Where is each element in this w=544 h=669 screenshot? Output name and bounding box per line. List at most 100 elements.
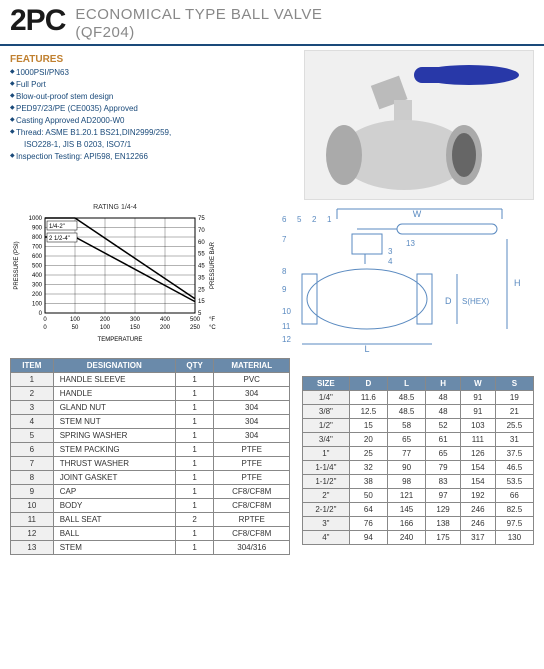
- svg-text:700: 700: [32, 245, 43, 251]
- svg-text:0: 0: [43, 317, 47, 323]
- table-row: 2HANDLE1304: [11, 387, 290, 401]
- bom-cell: 304: [214, 401, 290, 415]
- bom-table: ITEMDESIGNATIONQTYMATERIAL1HANDLE SLEEVE…: [10, 358, 290, 555]
- table-row: 2-1/2"6414512924682.5: [303, 503, 534, 517]
- chart-svg: 0100200300400500050100150200250010020030…: [10, 213, 220, 343]
- bom-cell: 1: [175, 499, 214, 513]
- size-header: L: [387, 377, 425, 391]
- bom-cell: PTFE: [214, 443, 290, 457]
- svg-text:200: 200: [160, 325, 171, 331]
- product-photo: [304, 50, 534, 200]
- table-row: 1/2"15585210325.5: [303, 419, 534, 433]
- rating-chart: RATING 1/4-4 010020030040050005010015020…: [10, 204, 220, 354]
- bom-header: DESIGNATION: [53, 359, 175, 373]
- svg-text:2 1/2-4": 2 1/2-4": [49, 236, 70, 242]
- chart-title: RATING 1/4-4: [10, 204, 220, 211]
- svg-text:50: 50: [72, 325, 79, 331]
- size-cell: 98: [387, 475, 425, 489]
- svg-text:15: 15: [198, 299, 205, 305]
- size-cell: 246: [460, 503, 495, 517]
- bom-header: ITEM: [11, 359, 54, 373]
- svg-text:2: 2: [312, 215, 317, 224]
- svg-text:0: 0: [43, 325, 47, 331]
- bom-cell: PTFE: [214, 471, 290, 485]
- table-row: 1"25776512637.5: [303, 447, 534, 461]
- bom-cell: STEM PACKING: [53, 443, 175, 457]
- size-cell: 64: [349, 503, 387, 517]
- table-row: 1HANDLE SLEEVE1PVC: [11, 373, 290, 387]
- size-cell: 154: [460, 475, 495, 489]
- svg-text:300: 300: [32, 283, 43, 289]
- bom-cell: 8: [11, 471, 54, 485]
- size-cell: 130: [495, 531, 533, 545]
- size-cell: 12.5: [349, 405, 387, 419]
- svg-text:100: 100: [100, 325, 111, 331]
- bom-cell: 1: [175, 457, 214, 471]
- bom-cell: 304: [214, 415, 290, 429]
- bom-cell: 1: [175, 373, 214, 387]
- bom-header: MATERIAL: [214, 359, 290, 373]
- svg-text:45: 45: [198, 264, 205, 270]
- svg-text:°F: °F: [209, 317, 215, 323]
- size-cell: 240: [387, 531, 425, 545]
- bom-cell: 12: [11, 527, 54, 541]
- bom-cell: 3: [11, 401, 54, 415]
- svg-text:300: 300: [130, 317, 141, 323]
- size-header: S: [495, 377, 533, 391]
- svg-text:70: 70: [198, 228, 205, 234]
- dimension-diagram: W H S(HEX) L D 6521 71334 89101112: [230, 204, 534, 354]
- svg-text:400: 400: [160, 317, 171, 323]
- size-cell: 25.5: [495, 419, 533, 433]
- bom-cell: GLAND NUT: [53, 401, 175, 415]
- table-row: 3GLAND NUT1304: [11, 401, 290, 415]
- table-row: 11BALL SEAT2RPTFE: [11, 513, 290, 527]
- size-cell: 246: [460, 517, 495, 531]
- size-cell: 97.5: [495, 517, 533, 531]
- size-cell: 97: [426, 489, 461, 503]
- bom-cell: 304/316: [214, 541, 290, 555]
- svg-text:400: 400: [32, 273, 43, 279]
- svg-text:1/4-2": 1/4-2": [49, 224, 65, 230]
- svg-text:3: 3: [388, 247, 393, 256]
- size-cell: 90: [387, 461, 425, 475]
- bom-cell: HANDLE SLEEVE: [53, 373, 175, 387]
- svg-text:100: 100: [70, 317, 81, 323]
- bom-cell: CF8/CF8M: [214, 485, 290, 499]
- size-cell: 31: [495, 433, 533, 447]
- valve-illustration: [314, 55, 524, 195]
- table-row: 5SPRING WASHER1304: [11, 429, 290, 443]
- size-cell: 129: [426, 503, 461, 517]
- svg-text:6: 6: [282, 215, 287, 224]
- size-cell: 145: [387, 503, 425, 517]
- table-row: 3/8"12.548.5489121: [303, 405, 534, 419]
- bom-cell: 1: [175, 485, 214, 499]
- feature-item: Thread: ASME B1.20.1 BS21,DIN2999/259,: [10, 127, 220, 139]
- svg-text:W: W: [413, 209, 422, 219]
- feature-item: PED97/23/PE (CE0035) Approved: [10, 103, 220, 115]
- features-heading: FEATURES: [10, 54, 220, 65]
- bom-cell: CF8/CF8M: [214, 499, 290, 513]
- size-cell: 48: [426, 405, 461, 419]
- bom-cell: 1: [175, 443, 214, 457]
- table-row: 6STEM PACKING1PTFE: [11, 443, 290, 457]
- feature-item: 1000PSI/PN63: [10, 67, 220, 79]
- bom-cell: 304: [214, 387, 290, 401]
- bom-cell: HANDLE: [53, 387, 175, 401]
- bom-cell: 7: [11, 457, 54, 471]
- svg-text:500: 500: [190, 317, 201, 323]
- size-cell: 25: [349, 447, 387, 461]
- bom-cell: 1: [175, 415, 214, 429]
- size-cell: 3/8": [303, 405, 350, 419]
- table-row: 8JOINT GASKET1PTFE: [11, 471, 290, 485]
- size-cell: 52: [426, 419, 461, 433]
- bom-cell: THRUST WASHER: [53, 457, 175, 471]
- size-cell: 48.5: [387, 405, 425, 419]
- chart-row: RATING 1/4-4 010020030040050005010015020…: [0, 200, 544, 358]
- size-cell: 79: [426, 461, 461, 475]
- svg-text:5: 5: [198, 311, 202, 317]
- main-row: FEATURES 1000PSI/PN63Full PortBlow-out-p…: [0, 46, 544, 200]
- size-cell: 77: [387, 447, 425, 461]
- table-row: 3/4"20656111131: [303, 433, 534, 447]
- svg-text:25: 25: [198, 287, 205, 293]
- size-cell: 46.5: [495, 461, 533, 475]
